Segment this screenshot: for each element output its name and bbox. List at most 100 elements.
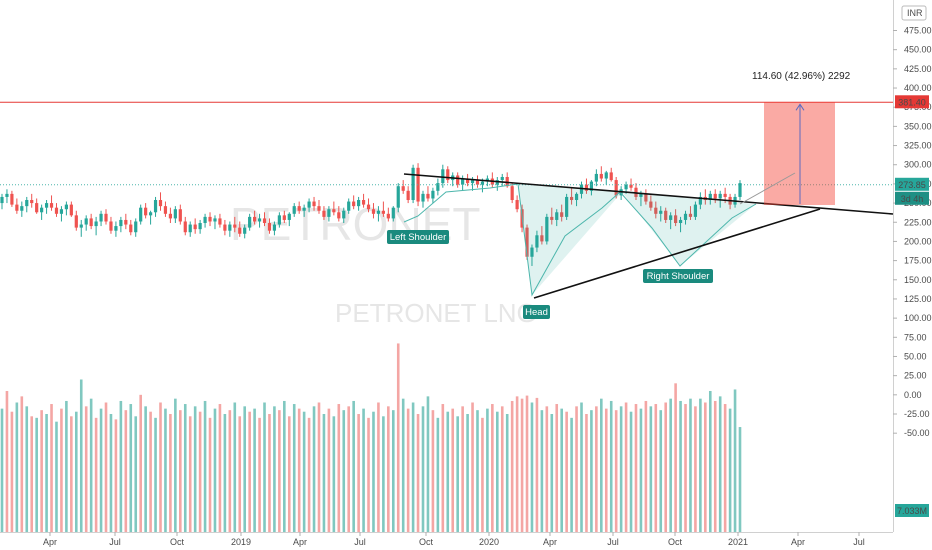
volume-bar	[154, 417, 157, 532]
candle-body	[292, 206, 296, 214]
volume-bar	[723, 404, 727, 532]
candle-body	[540, 235, 544, 242]
volume-bar	[431, 410, 435, 532]
x-tick-label: Jul	[109, 537, 121, 547]
volume-bar	[416, 414, 420, 532]
volume-bar	[15, 402, 19, 532]
candle-body	[381, 210, 385, 214]
y-tick-label: 325.00	[904, 141, 932, 151]
candle-body	[40, 207, 44, 213]
volume-bar	[278, 410, 281, 532]
candle-body	[426, 193, 430, 199]
volume-bar	[733, 389, 737, 532]
candle-body	[624, 184, 628, 190]
y-tick-label: 450.00	[904, 45, 932, 55]
candle-body	[614, 180, 618, 196]
candle-body	[441, 169, 445, 184]
x-tick-label: Jul	[354, 537, 366, 547]
volume-bar	[104, 402, 108, 532]
volume-bar	[0, 408, 4, 532]
volume-bar	[134, 416, 138, 532]
candle-body	[599, 173, 603, 179]
x-tick-label: Apr	[543, 537, 557, 547]
candle-body	[134, 221, 138, 233]
candle-body	[530, 247, 534, 257]
right-shoulder-label-box	[643, 269, 713, 283]
head-label-box	[523, 305, 550, 319]
x-tick-label: Jul	[607, 537, 619, 547]
volume-bar	[60, 408, 63, 532]
head-and-shoulders-outline	[403, 183, 757, 297]
candle-body	[193, 224, 197, 230]
volume-bar	[243, 406, 246, 532]
candle-body	[0, 196, 4, 204]
volume-bar	[174, 398, 177, 532]
candle-body	[213, 218, 217, 222]
candle-body	[659, 210, 663, 214]
candle-body	[649, 201, 653, 208]
candle-body	[163, 206, 168, 214]
volume-bar	[292, 404, 296, 532]
candle-body	[475, 180, 480, 185]
candle-body	[723, 193, 727, 197]
volume-bar	[124, 410, 128, 532]
volume-bar	[456, 416, 459, 532]
volume-bar	[436, 417, 440, 532]
volume-bar	[540, 410, 544, 532]
volume-bar	[505, 414, 509, 532]
candle-body	[411, 167, 415, 201]
volume-bar	[426, 396, 430, 532]
price-axis[interactable]: 475.00450.00425.00400.00375.00350.00325.…	[893, 0, 932, 532]
candle-body	[371, 209, 376, 214]
volume-bar	[193, 406, 197, 532]
candle-body	[718, 193, 722, 199]
volume-bar	[84, 406, 88, 532]
candle-body	[148, 212, 153, 216]
candle-body	[386, 213, 390, 219]
volume-bar	[401, 398, 405, 532]
volume-bar	[609, 400, 613, 532]
y-tick-label: 225.00	[904, 217, 932, 227]
time-axis[interactable]: Apr Jul Oct 2019 Apr Jul Oct 2020 Apr Jul Oct 2021 A…	[0, 532, 893, 547]
support-trendline	[533, 208, 821, 299]
volume-tag-text: 7.033M	[897, 506, 927, 516]
candle-body	[505, 176, 509, 187]
candle-body	[272, 224, 277, 231]
candle-body	[317, 206, 321, 211]
volume-bar	[679, 400, 682, 532]
volume-bar	[387, 406, 390, 532]
volume-bar	[119, 400, 123, 532]
y-tick-label: 425.00	[904, 64, 932, 74]
candle-body	[366, 204, 371, 210]
candle-body	[20, 206, 24, 211]
candle-body	[446, 169, 450, 181]
volume-bar	[50, 404, 53, 532]
volume-bar	[520, 398, 524, 532]
volume-bar	[728, 408, 732, 532]
candle-body	[361, 200, 366, 205]
head-label-text: Head	[525, 307, 548, 318]
pattern-drawings: Left Shoulder Head Right Shoulder	[0, 101, 894, 319]
volume-bar	[525, 395, 529, 532]
volume-bar	[738, 427, 742, 532]
candle-body	[604, 172, 608, 179]
candle-body	[480, 181, 485, 185]
candle-body	[550, 216, 554, 220]
volume-bar	[238, 416, 242, 532]
candle-body	[15, 204, 19, 211]
candle-body	[119, 219, 123, 227]
candle-body	[465, 178, 470, 184]
volume-bar	[20, 396, 24, 532]
candle-body	[158, 200, 163, 207]
candle-body	[25, 200, 29, 207]
candle-body	[54, 207, 59, 214]
candle-body	[89, 218, 93, 227]
volume-bar	[545, 406, 549, 532]
volume-bar	[89, 398, 93, 532]
left-shoulder-label-text: Left Shoulder	[390, 232, 447, 243]
x-tick-label: Oct	[170, 537, 185, 547]
candle-body	[282, 215, 286, 220]
candle-body	[168, 213, 173, 219]
